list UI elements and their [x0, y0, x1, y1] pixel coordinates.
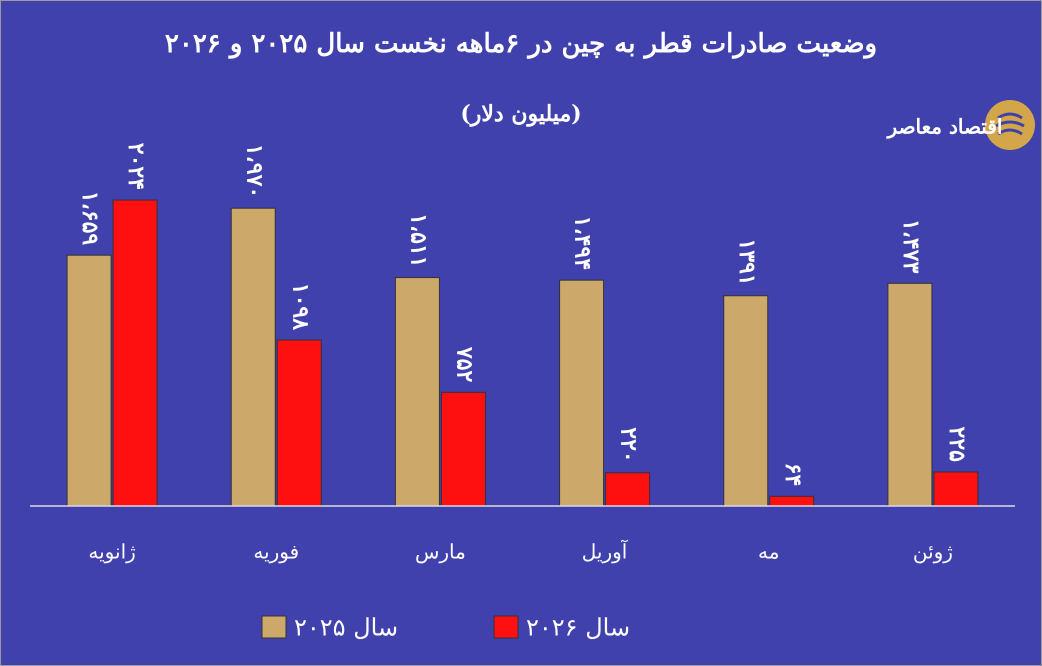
bar [276, 339, 322, 507]
value-label: ۱،۹۷۰ [241, 144, 267, 198]
x-tick-label: ژوئن [913, 540, 953, 564]
value-label: ۶۴ [780, 463, 806, 487]
legend-swatch [493, 615, 519, 639]
value-label: ۱۰۹۸ [287, 283, 313, 330]
value-label: ۱،۵۱۱ [405, 213, 431, 267]
legend-label: سال ۲۰۲۶ [526, 614, 630, 642]
x-tick-label: ژانویه [88, 540, 135, 564]
x-tick-label: مارس [415, 540, 466, 564]
value-label: ۱،۴۹۴ [570, 216, 596, 270]
legend-swatch [261, 615, 287, 639]
bar [605, 472, 651, 507]
x-tick-label: مه [758, 540, 779, 564]
bar [440, 391, 486, 507]
value-label: ۱،۴۷۳ [898, 219, 924, 274]
chart-subtitle: (میلیون دلار) [460, 101, 581, 127]
bar [66, 254, 112, 507]
bar [933, 471, 979, 507]
bar [559, 279, 605, 507]
bar [723, 295, 769, 507]
value-label: ۱،۶۵۹ [77, 191, 103, 246]
legend-label: سال ۲۰۲۵ [294, 614, 398, 642]
bar [769, 495, 815, 507]
value-label: ۷۵۲ [451, 346, 477, 383]
bar [394, 277, 440, 507]
value-label: ۲۲۰ [616, 427, 642, 462]
logo-mark [985, 100, 1035, 150]
value-label: ۲۲۵ [944, 427, 970, 463]
logo: اقتصاد معاصر [886, 100, 1035, 150]
x-tick-label: آوریل [582, 540, 629, 564]
chart-title: وضعیت صادرات قطر به چین در ۶ماهه نخست سا… [165, 29, 877, 59]
bar [887, 282, 933, 507]
x-tick-label: فوریه [253, 540, 299, 564]
value-label: ۲۰۲۴ [123, 143, 149, 190]
logo-lines [995, 112, 1025, 136]
bar [112, 199, 158, 507]
logo-text: اقتصاد معاصر [886, 115, 1003, 140]
bar [230, 207, 276, 507]
value-label: ۱۳۹۱ [734, 238, 760, 285]
